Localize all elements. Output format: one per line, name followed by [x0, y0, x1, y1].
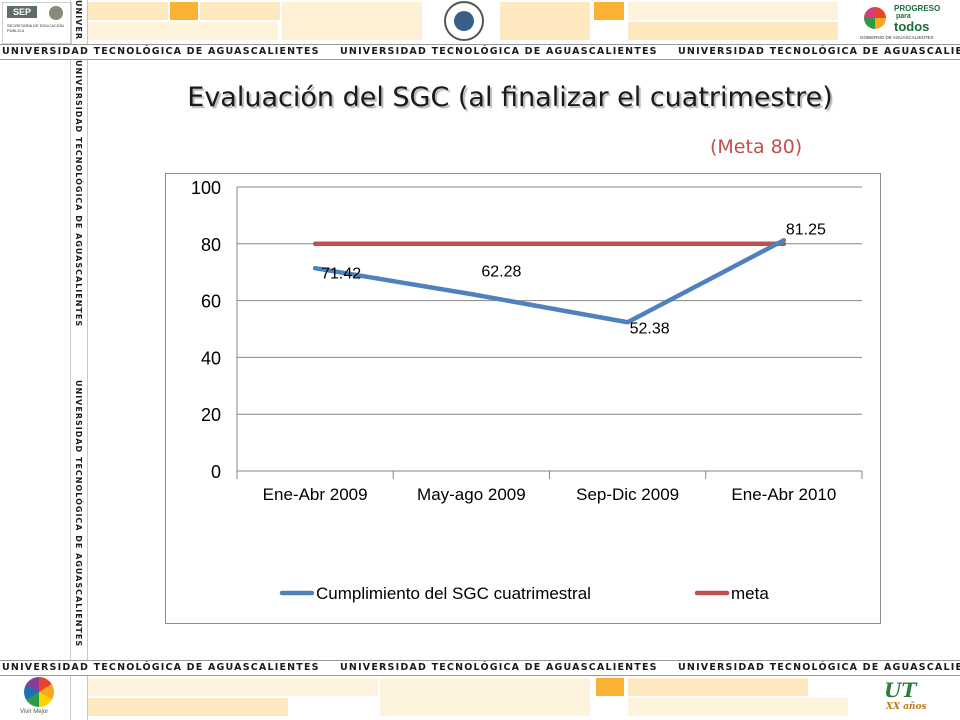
ut-seal-inner [454, 11, 474, 31]
ut-seal-logo [444, 1, 484, 41]
header-tile [200, 2, 280, 20]
header-tile [594, 2, 624, 20]
top-strip-text-1: UNIVERSIDAD TECNOLÓGICA DE AGUASCALIENTE… [2, 46, 320, 57]
left-vertical-strip: UNIVERSIDAD TECNOLÓGICA DE AGUASCALIENTE… [70, 60, 88, 660]
goal-note: (Meta 80) [710, 136, 803, 158]
bottom-strip-text-2: UNIVERSIDAD TECNOLÓGICA DE AGUASCALIENTE… [340, 662, 658, 673]
bottom-strip: UNIVERSIDAD TECNOLÓGICA DE AGUASCALIENTE… [0, 660, 960, 676]
legend-label-meta: meta [731, 584, 769, 603]
bottom-strip-text-3: UNIVERSIDAD TECNOLÓGICA DE AGUASCALIENTE… [678, 662, 960, 673]
footer-band: Vivir Mejor UT XX años [0, 676, 960, 720]
y-tick-label: 100 [191, 178, 221, 198]
footer-tile [380, 678, 590, 716]
sep-subtitle: SECRETARÍA DE EDUCACIÓN PÚBLICA [7, 23, 64, 33]
series-line-cumplimiento [312, 238, 787, 325]
mexico-seal-icon [49, 6, 63, 20]
bottom-strip-text-1: UNIVERSIDAD TECNOLÓGICA DE AGUASCALIENTE… [2, 662, 320, 673]
data-label: 71.42 [321, 265, 361, 282]
top-strip-text-3: UNIVERSIDAD TECNOLÓGICA DE AGUASCALIENTE… [678, 46, 960, 57]
y-tick-label: 0 [211, 462, 221, 482]
progreso-line1: PROGRESO [894, 4, 941, 13]
footer-corner-strip [70, 676, 88, 720]
header-tile [628, 2, 838, 20]
top-strip: UNIVERSIDAD TECNOLÓGICA DE AGUASCALIENTE… [0, 44, 960, 60]
progreso-logo-icon [864, 7, 886, 29]
ut-xx-logo-text: UT [884, 678, 917, 702]
footer-tile [628, 678, 808, 696]
footer-tile [596, 678, 624, 696]
data-label: 52.38 [630, 320, 670, 337]
progreso-line3: todos [894, 19, 930, 34]
corner-strip: UNIVER [70, 0, 88, 44]
header-tile [500, 2, 590, 40]
x-tick-label: May-ago 2009 [417, 485, 526, 504]
ut-xx-logo: UT XX años [872, 678, 946, 718]
data-label: 81.25 [786, 221, 826, 238]
sep-logo-mark: SEP [7, 6, 37, 18]
ut-xx-logo-sub: XX años [886, 702, 927, 712]
progreso-logo: PROGRESO para todos GOBIERNO DE AGUASCAL… [842, 1, 958, 43]
header-tile [282, 2, 422, 40]
header-tile [170, 2, 198, 20]
legend-label-cumplimiento: Cumplimiento del SGC cuatrimestral [316, 584, 591, 603]
header-tile [628, 22, 838, 40]
slide-title: Evaluación del SGC (al finalizar el cuat… [187, 82, 833, 113]
footer-tile [88, 678, 378, 696]
data-label: 62.28 [481, 263, 521, 280]
vivir-mejor-logo: Vivir Mejor [14, 676, 64, 720]
y-tick-label: 40 [201, 348, 221, 368]
y-tick-label: 60 [201, 292, 221, 312]
top-strip-text-2: UNIVERSIDAD TECNOLÓGICA DE AGUASCALIENTE… [340, 46, 658, 57]
vivir-mejor-icon [24, 677, 54, 707]
y-tick-label: 80 [201, 235, 221, 255]
vivir-mejor-caption: Vivir Mejor [20, 709, 49, 715]
x-tick-label: Ene-Abr 2009 [263, 485, 368, 504]
y-tick-label: 20 [201, 405, 221, 425]
header-tile [88, 2, 168, 20]
header-band: SEP SECRETARÍA DE EDUCACIÓN PÚBLICA UNIV… [0, 0, 960, 44]
progreso-line2: para [896, 13, 911, 20]
footer-tile [628, 698, 848, 716]
sep-logo: SEP SECRETARÍA DE EDUCACIÓN PÚBLICA [2, 2, 72, 44]
x-tick-label: Sep-Dic 2009 [576, 485, 679, 504]
header-tile [88, 22, 278, 40]
footer-tile [88, 698, 288, 716]
chart-area [165, 173, 881, 624]
progreso-line4: GOBIERNO DE AGUASCALIENTES [860, 35, 934, 40]
x-tick-label: Ene-Abr 2010 [731, 485, 836, 504]
